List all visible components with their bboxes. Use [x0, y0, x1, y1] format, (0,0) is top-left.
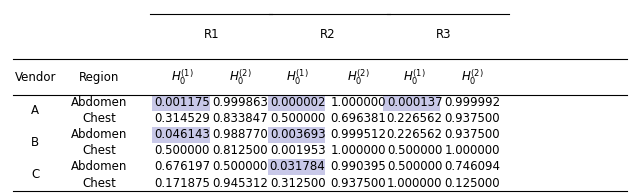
Text: 0.937500: 0.937500: [445, 112, 500, 125]
Text: 0.000002: 0.000002: [270, 96, 325, 109]
Text: $H_0^{(1)}$: $H_0^{(1)}$: [171, 68, 194, 87]
Text: R3: R3: [436, 28, 451, 41]
Text: 0.746094: 0.746094: [444, 160, 500, 174]
Text: 1.000000: 1.000000: [445, 144, 500, 157]
Text: Chest: Chest: [83, 144, 116, 157]
Text: $H_0^{(2)}$: $H_0^{(2)}$: [461, 68, 484, 87]
Bar: [268, 127, 325, 143]
Bar: [268, 159, 325, 175]
Text: 1.000000: 1.000000: [331, 144, 386, 157]
Text: Vendor: Vendor: [15, 71, 56, 84]
Text: 0.171875: 0.171875: [154, 177, 211, 190]
Text: 0.003693: 0.003693: [270, 128, 325, 141]
Bar: [383, 95, 440, 111]
Text: 0.696381: 0.696381: [330, 112, 387, 125]
Text: 0.937500: 0.937500: [445, 128, 500, 141]
Text: $H_0^{(1)}$: $H_0^{(1)}$: [403, 68, 426, 87]
Bar: [152, 95, 210, 111]
Text: R2: R2: [320, 28, 335, 41]
Text: 0.945312: 0.945312: [212, 177, 268, 190]
Bar: [152, 127, 210, 143]
Text: 0.001953: 0.001953: [270, 144, 325, 157]
Text: Chest: Chest: [83, 177, 116, 190]
Text: 0.500000: 0.500000: [387, 160, 442, 174]
Text: 0.999863: 0.999863: [212, 96, 268, 109]
Text: 0.031784: 0.031784: [269, 160, 326, 174]
Text: 0.001175: 0.001175: [154, 96, 211, 109]
Text: 1.000000: 1.000000: [331, 96, 386, 109]
Text: C: C: [31, 168, 39, 181]
Text: 0.312500: 0.312500: [270, 177, 325, 190]
Text: 0.999992: 0.999992: [444, 96, 500, 109]
Text: R1: R1: [204, 28, 219, 41]
Text: Abdomen: Abdomen: [71, 96, 127, 109]
Text: 0.000137: 0.000137: [387, 96, 442, 109]
Text: 0.500000: 0.500000: [155, 144, 210, 157]
Text: 0.500000: 0.500000: [387, 144, 442, 157]
Text: 0.990395: 0.990395: [330, 160, 387, 174]
Bar: [268, 95, 325, 111]
Text: Chest: Chest: [83, 112, 116, 125]
Text: 0.812500: 0.812500: [212, 144, 268, 157]
Text: 0.500000: 0.500000: [212, 160, 268, 174]
Text: 0.833847: 0.833847: [212, 112, 268, 125]
Text: 0.676197: 0.676197: [154, 160, 211, 174]
Text: 1.000000: 1.000000: [387, 177, 442, 190]
Text: 0.988770: 0.988770: [212, 128, 268, 141]
Text: 0.314529: 0.314529: [154, 112, 211, 125]
Text: $H_0^{(2)}$: $H_0^{(2)}$: [228, 68, 252, 87]
Text: $H_0^{(2)}$: $H_0^{(2)}$: [347, 68, 370, 87]
Text: 0.046143: 0.046143: [154, 128, 211, 141]
Text: 0.226562: 0.226562: [387, 112, 443, 125]
Text: 0.125000: 0.125000: [445, 177, 500, 190]
Text: B: B: [31, 136, 39, 149]
Text: 0.226562: 0.226562: [387, 128, 443, 141]
Text: 0.500000: 0.500000: [270, 112, 325, 125]
Text: $H_0^{(1)}$: $H_0^{(1)}$: [286, 68, 309, 87]
Text: Region: Region: [79, 71, 120, 84]
Text: Abdomen: Abdomen: [71, 128, 127, 141]
Text: 0.999512: 0.999512: [330, 128, 387, 141]
Text: 0.937500: 0.937500: [331, 177, 386, 190]
Text: Abdomen: Abdomen: [71, 160, 127, 174]
Text: A: A: [31, 104, 39, 117]
